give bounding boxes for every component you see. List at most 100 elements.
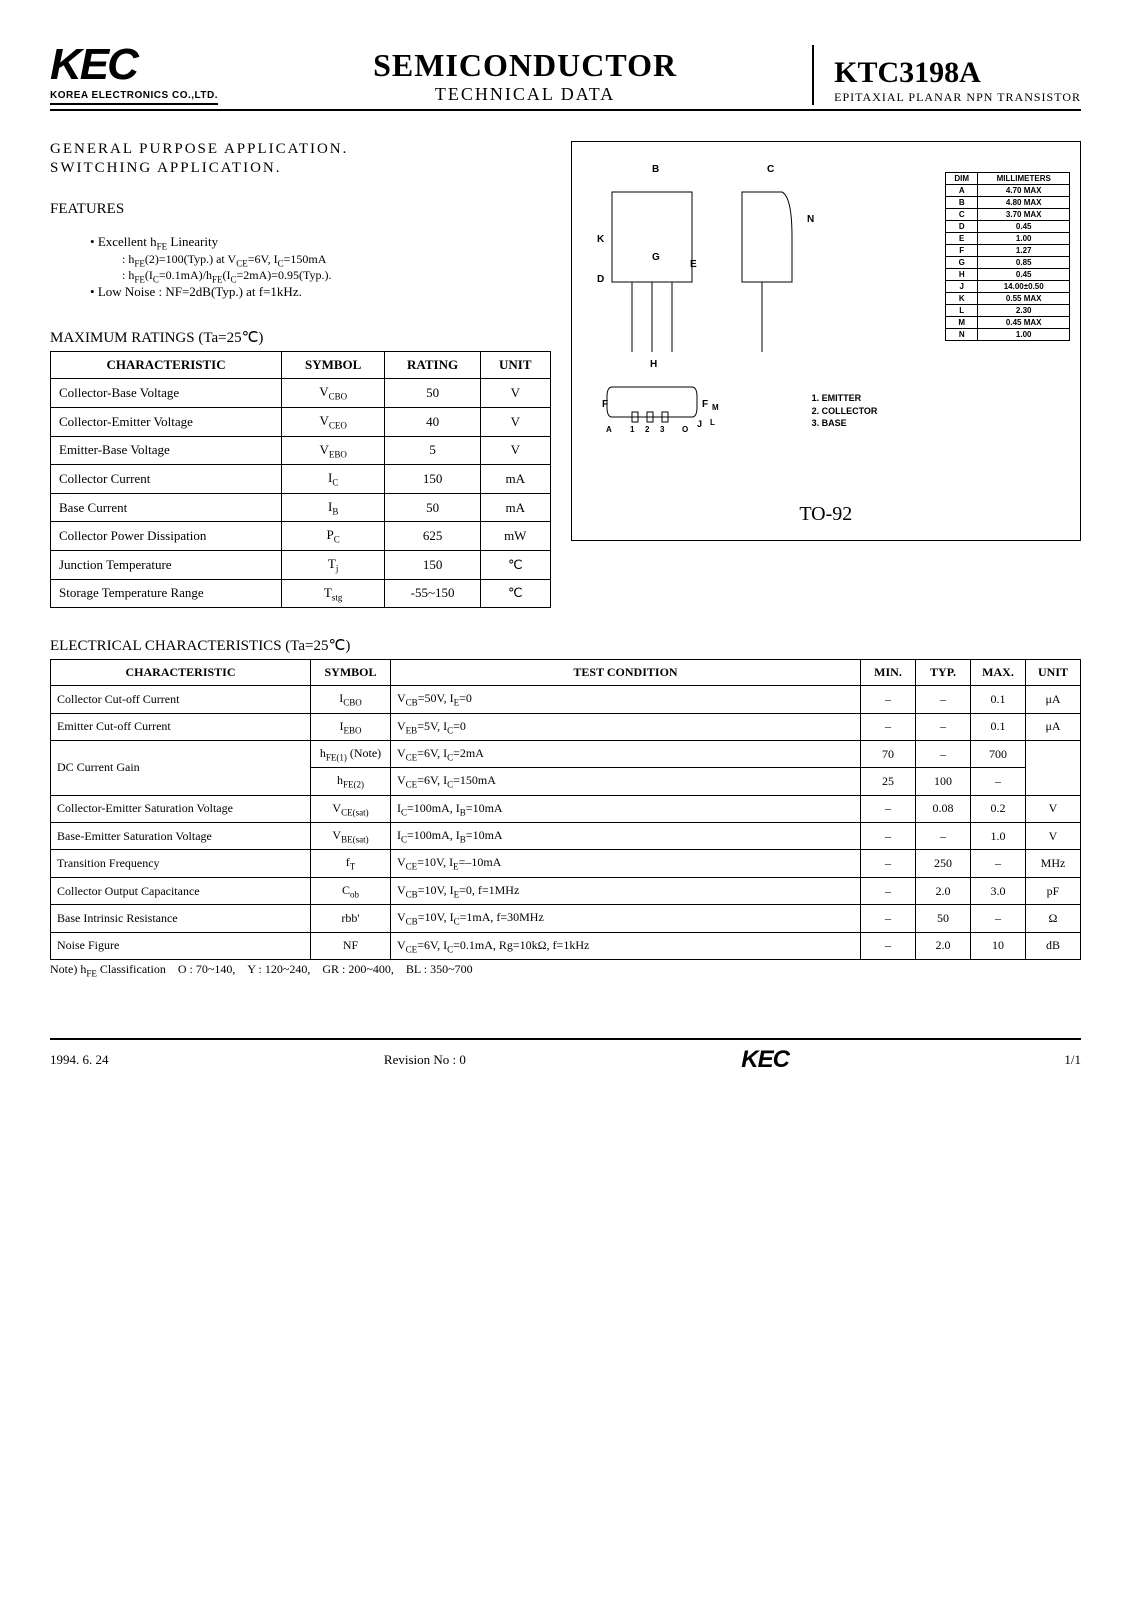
title-center: SEMICONDUCTOR TECHNICAL DATA (258, 47, 792, 105)
feature-item: : hFE(2)=100(Typ.) at VCE=6V, IC=150mA (122, 252, 551, 268)
cell: μA (1026, 713, 1081, 740)
cell: 70 (861, 740, 916, 767)
cell: C (946, 209, 978, 221)
cell (1026, 740, 1081, 795)
table-row: DC Current GainhFE(1) (Note)VCE=6V, IC=2… (51, 740, 1081, 767)
hfe-note: Note) hFE Classification O : 70~140, Y :… (50, 962, 1081, 978)
footer-logo: KEC (741, 1046, 789, 1074)
table-row: Base Intrinsic Resistancerbb'VCB=10V, IC… (51, 905, 1081, 932)
table-row: Junction TemperatureTj150℃ (51, 550, 551, 579)
table-row: E1.00 (946, 233, 1070, 245)
cell: 700 (971, 740, 1026, 767)
cell: Base Current (51, 493, 282, 522)
col-header: CHARACTERISTIC (51, 660, 311, 686)
cell: NF (311, 932, 391, 959)
svg-text:3: 3 (660, 425, 665, 432)
cell: Collector Output Capacitance (51, 877, 311, 904)
elec-title: ELECTRICAL CHARACTERISTICS (Ta=25℃) (50, 636, 1081, 655)
dim-header: DIM (946, 173, 978, 185)
cell: V (480, 379, 550, 408)
cell: Transition Frequency (51, 850, 311, 877)
cell: Junction Temperature (51, 550, 282, 579)
cell: Noise Figure (51, 932, 311, 959)
cell: ICBO (311, 686, 391, 713)
cell: MHz (1026, 850, 1081, 877)
cell: – (861, 932, 916, 959)
table-row: Base CurrentIB50mA (51, 493, 551, 522)
svg-text:A: A (606, 425, 612, 432)
table-row: Base-Emitter Saturation VoltageVBE(sat)I… (51, 823, 1081, 850)
table-row: Collector-Base VoltageVCBO50V (51, 379, 551, 408)
electrical-table: CHARACTERISTIC SYMBOL TEST CONDITION MIN… (50, 659, 1081, 960)
main-content: GENERAL PURPOSE APPLICATION. SWITCHING A… (50, 141, 1081, 608)
cell: 0.08 (916, 795, 971, 822)
cell: Storage Temperature Range (51, 579, 282, 608)
cell: 14.00±0.50 (978, 281, 1070, 293)
cell: VCE(sat) (311, 795, 391, 822)
pin-label: 2. COLLECTOR (812, 405, 878, 418)
svg-text:J: J (697, 419, 702, 429)
cell: DC Current Gain (51, 740, 311, 795)
max-ratings-title: MAXIMUM RATINGS (Ta=25℃) (50, 328, 551, 347)
dim-header: MILLIMETERS (978, 173, 1070, 185)
col-header: RATING (385, 352, 481, 379)
cell: VCE=6V, IC=2mA (391, 740, 861, 767)
svg-text:F: F (602, 399, 608, 410)
cell: 0.55 MAX (978, 293, 1070, 305)
cell: 25 (861, 768, 916, 795)
part-number: KTC3198A (834, 56, 1081, 90)
cell: V (1026, 795, 1081, 822)
svg-text:F: F (702, 399, 708, 410)
cell: – (916, 823, 971, 850)
table-row: K0.55 MAX (946, 293, 1070, 305)
table-row: J14.00±0.50 (946, 281, 1070, 293)
cell: 4.80 MAX (978, 197, 1070, 209)
cell: 150 (385, 550, 481, 579)
cell: VCE=6V, IC=0.1mA, Rg=10kΩ, f=1kHz (391, 932, 861, 959)
cell: 2.30 (978, 305, 1070, 317)
cell: 4.70 MAX (978, 185, 1070, 197)
cell: IC (282, 465, 385, 494)
cell: – (916, 713, 971, 740)
cell: -55~150 (385, 579, 481, 608)
cell: Ω (1026, 905, 1081, 932)
cell: V (480, 436, 550, 465)
cell: IB (282, 493, 385, 522)
cell: G (946, 257, 978, 269)
package-diagram: B C K D E G H N F F 1 2 3 J O (571, 141, 1081, 541)
cell: – (861, 850, 916, 877)
cell: 3.70 MAX (978, 209, 1070, 221)
cell: ℃ (480, 579, 550, 608)
table-row: M0.45 MAX (946, 317, 1070, 329)
title-sub: TECHNICAL DATA (258, 84, 792, 105)
package-drawing: B C K D E G H N F F 1 2 3 J O (582, 152, 882, 432)
svg-text:K: K (597, 234, 605, 245)
cell: fT (311, 850, 391, 877)
cell: Emitter Cut-off Current (51, 713, 311, 740)
table-row: Collector CurrentIC150mA (51, 465, 551, 494)
cell: VEBO (282, 436, 385, 465)
svg-text:1: 1 (630, 425, 635, 432)
cell: VCE=10V, IE=–10mA (391, 850, 861, 877)
cell: – (916, 740, 971, 767)
application-line1: GENERAL PURPOSE APPLICATION. (50, 141, 551, 158)
cell: Tj (282, 550, 385, 579)
header-divider (812, 45, 814, 105)
cell: D (946, 221, 978, 233)
cell: 2.0 (916, 932, 971, 959)
svg-text:D: D (597, 274, 604, 285)
cell: hFE(1) (Note) (311, 740, 391, 767)
page-footer: 1994. 6. 24 Revision No : 0 KEC 1/1 (50, 1038, 1081, 1074)
cell: PC (282, 522, 385, 551)
cell: 50 (385, 379, 481, 408)
feature-item: Low Noise : NF=2dB(Typ.) at f=1kHz. (90, 284, 551, 300)
pin-labels: 1. EMITTER 2. COLLECTOR 3. BASE (812, 392, 878, 430)
cell: hFE(2) (311, 768, 391, 795)
cell: 0.1 (971, 686, 1026, 713)
table-row: Collector-Emitter VoltageVCEO40V (51, 407, 551, 436)
cell: IC=100mA, IB=10mA (391, 795, 861, 822)
col-header: TYP. (916, 660, 971, 686)
cell: pF (1026, 877, 1081, 904)
col-header: TEST CONDITION (391, 660, 861, 686)
cell: 1.00 (978, 233, 1070, 245)
